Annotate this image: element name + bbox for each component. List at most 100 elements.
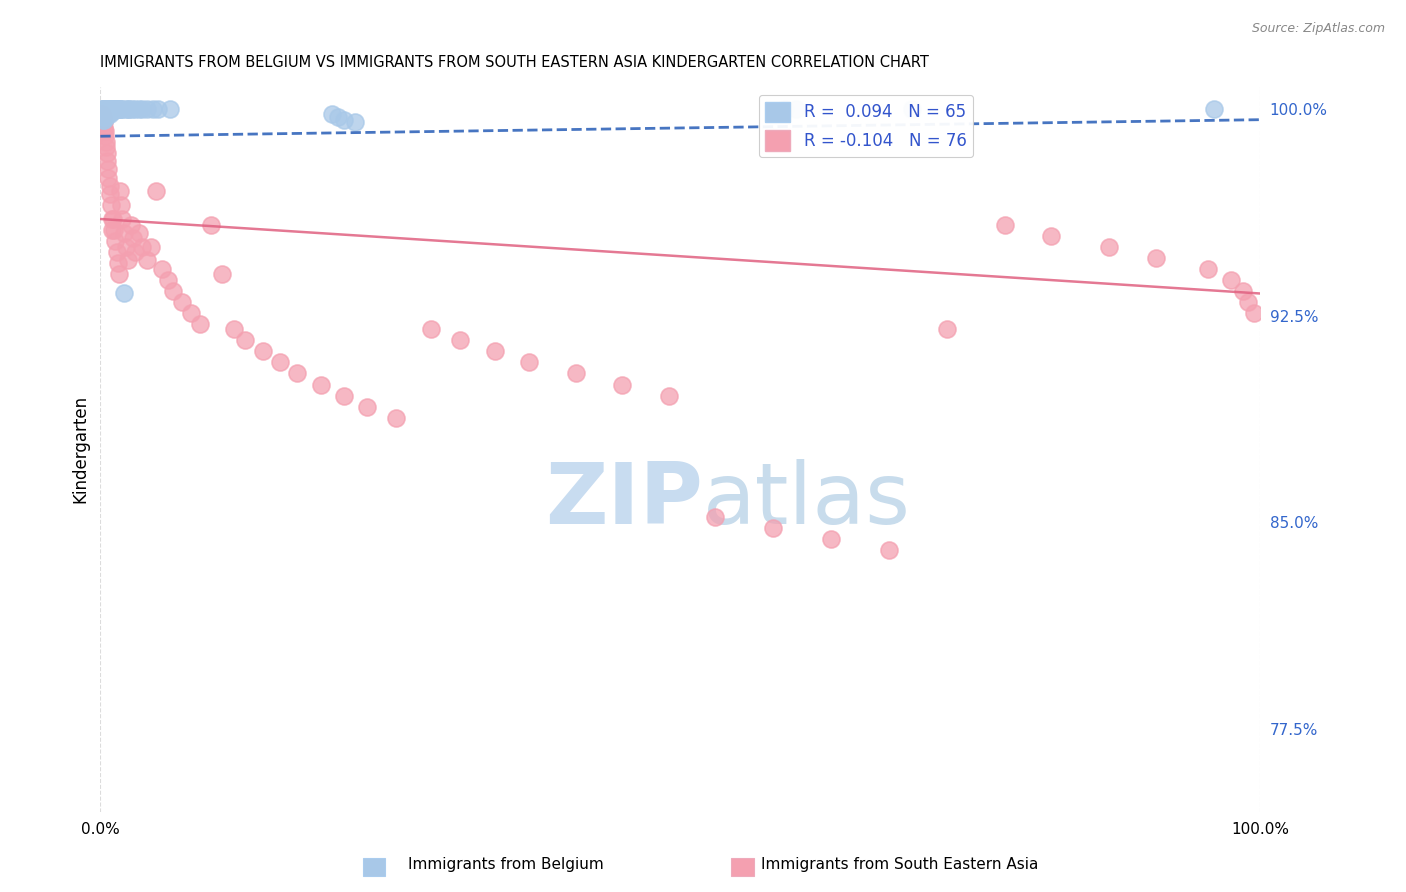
- Point: [233, 334, 256, 348]
- Point: [120, 218, 142, 232]
- Text: Immigrants from South Eastern Asia: Immigrants from South Eastern Asia: [761, 857, 1039, 872]
- Point: [131, 239, 153, 253]
- Point: [111, 102, 134, 116]
- Point: [93, 102, 115, 116]
- Point: [94, 104, 117, 119]
- Point: [91, 102, 114, 116]
- Point: [93, 120, 115, 135]
- Point: [104, 102, 127, 116]
- Point: [104, 234, 127, 248]
- Point: [269, 355, 291, 369]
- Point: [111, 212, 134, 227]
- Point: [150, 261, 173, 276]
- Point: [309, 377, 332, 392]
- Point: [115, 102, 138, 116]
- Point: [188, 317, 211, 331]
- Text: Immigrants from Belgium: Immigrants from Belgium: [408, 857, 605, 872]
- Point: [704, 510, 727, 524]
- Point: [141, 102, 163, 116]
- Point: [94, 140, 117, 154]
- Point: [901, 102, 924, 116]
- Point: [94, 110, 117, 124]
- Point: [90, 107, 112, 121]
- Point: [115, 239, 138, 253]
- Point: [100, 104, 122, 119]
- Point: [93, 104, 115, 119]
- Point: [1197, 261, 1219, 276]
- Point: [356, 400, 378, 414]
- Point: [820, 532, 842, 546]
- Point: [98, 102, 121, 116]
- Point: [94, 110, 117, 124]
- Point: [93, 107, 115, 121]
- Point: [148, 102, 170, 116]
- Point: [124, 102, 146, 116]
- Point: [101, 212, 124, 227]
- Point: [100, 198, 122, 212]
- Point: [97, 170, 120, 185]
- Point: [90, 104, 112, 119]
- Point: [484, 344, 506, 359]
- Point: [612, 377, 634, 392]
- Text: IMMIGRANTS FROM BELGIUM VS IMMIGRANTS FROM SOUTH EASTERN ASIA KINDERGARTEN CORRE: IMMIGRANTS FROM BELGIUM VS IMMIGRANTS FR…: [100, 55, 929, 70]
- Point: [94, 124, 117, 138]
- Point: [96, 104, 118, 119]
- Point: [222, 322, 245, 336]
- Point: [101, 212, 124, 227]
- Point: [785, 102, 807, 116]
- Point: [93, 110, 115, 124]
- Point: [107, 256, 129, 270]
- Point: [94, 135, 117, 149]
- Point: [1232, 284, 1254, 298]
- Point: [96, 102, 118, 116]
- Point: [1220, 273, 1243, 287]
- Point: [180, 306, 202, 320]
- Text: Source: ZipAtlas.com: Source: ZipAtlas.com: [1251, 22, 1385, 36]
- Point: [935, 322, 957, 336]
- Point: [90, 102, 112, 116]
- Point: [97, 107, 120, 121]
- Point: [117, 253, 139, 268]
- Point: [121, 102, 143, 116]
- Point: [135, 102, 157, 116]
- Point: [449, 334, 471, 348]
- Point: [101, 102, 124, 116]
- Point: [96, 107, 118, 121]
- Point: [773, 102, 796, 116]
- Point: [108, 102, 131, 116]
- Point: [565, 367, 588, 381]
- Point: [1098, 239, 1121, 253]
- Point: [159, 102, 181, 116]
- Point: [101, 223, 124, 237]
- Point: [90, 102, 112, 116]
- Point: [93, 112, 115, 127]
- Point: [1202, 102, 1225, 116]
- Point: [128, 102, 150, 116]
- Point: [101, 104, 124, 119]
- Point: [98, 178, 121, 193]
- Point: [93, 115, 115, 129]
- Point: [94, 107, 117, 121]
- Point: [91, 104, 114, 119]
- Point: [105, 102, 128, 116]
- Point: [91, 110, 114, 124]
- Point: [98, 187, 121, 202]
- Point: [994, 218, 1017, 232]
- Point: [419, 322, 441, 336]
- Point: [112, 286, 135, 301]
- Point: [200, 218, 222, 232]
- Point: [131, 102, 153, 116]
- Point: [91, 110, 114, 124]
- Point: [762, 521, 785, 535]
- Point: [97, 162, 120, 177]
- Point: [105, 245, 128, 260]
- Point: [333, 112, 356, 127]
- Point: [156, 273, 179, 287]
- Point: [287, 367, 309, 381]
- Point: [141, 239, 163, 253]
- Point: [135, 253, 157, 268]
- Point: [101, 102, 124, 116]
- Point: [101, 104, 124, 119]
- Point: [1237, 294, 1260, 309]
- Point: [877, 543, 900, 558]
